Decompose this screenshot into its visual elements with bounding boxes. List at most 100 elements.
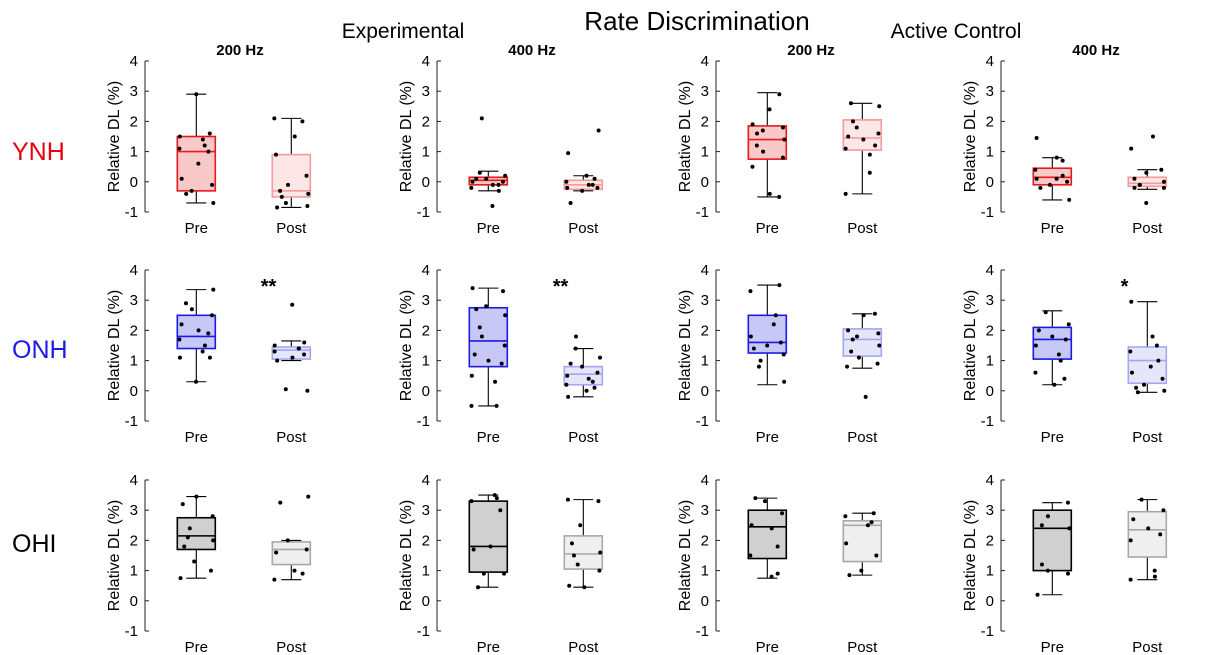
data-point bbox=[1158, 532, 1163, 537]
data-point bbox=[302, 340, 307, 345]
data-point bbox=[582, 585, 587, 590]
y-tick-label: -1 bbox=[981, 204, 994, 221]
data-point bbox=[777, 283, 782, 288]
data-point bbox=[1050, 334, 1055, 339]
y-tick-label: 4 bbox=[422, 262, 430, 279]
data-point bbox=[302, 352, 307, 357]
y-tick-label: 4 bbox=[701, 472, 709, 489]
iqr-box bbox=[271, 541, 312, 566]
row-label-onh: ONH bbox=[12, 336, 68, 364]
data-point bbox=[1065, 500, 1070, 505]
data-point bbox=[470, 286, 475, 291]
data-point bbox=[750, 164, 755, 169]
panel-grid: -1 0 1 2 3 4 Relative DL (%) 200 Hz Pre Post -1 0 1 2… bbox=[106, 42, 1168, 655]
data-point bbox=[1034, 176, 1039, 181]
data-point bbox=[758, 358, 763, 363]
data-point bbox=[189, 188, 194, 193]
y-axis-label: Relative DL (%) bbox=[106, 81, 123, 192]
data-point bbox=[177, 337, 182, 342]
y-tick-label: 1 bbox=[701, 144, 709, 161]
y-axis-label: Relative DL (%) bbox=[677, 500, 694, 611]
data-point bbox=[1144, 170, 1149, 175]
data-point bbox=[578, 523, 583, 528]
data-point bbox=[856, 355, 861, 360]
data-point bbox=[490, 182, 495, 187]
data-point bbox=[586, 182, 591, 187]
box-post bbox=[563, 334, 604, 399]
data-point bbox=[781, 352, 786, 357]
panel-title: 400 Hz bbox=[508, 42, 556, 59]
data-point bbox=[496, 182, 501, 187]
y-tick-label: 2 bbox=[986, 113, 994, 130]
data-point bbox=[207, 355, 212, 360]
panel-onh-3: -1 0 1 2 3 4 Relative DL (%) Pre Post bbox=[677, 262, 883, 446]
data-point bbox=[754, 143, 759, 148]
data-point bbox=[306, 494, 311, 499]
y-tick-label: 0 bbox=[986, 593, 994, 610]
data-point bbox=[1128, 577, 1133, 582]
data-point bbox=[498, 508, 503, 513]
panel-onh-1: -1 0 1 2 3 4 Relative DL (%) Pre Post ** bbox=[106, 262, 312, 446]
data-point bbox=[848, 101, 853, 106]
data-point bbox=[210, 182, 215, 187]
data-point bbox=[748, 334, 753, 339]
y-tick-label: 1 bbox=[130, 563, 138, 580]
data-point bbox=[596, 128, 601, 133]
data-point bbox=[863, 394, 868, 399]
data-point bbox=[500, 179, 505, 184]
data-point bbox=[290, 302, 295, 307]
data-point bbox=[211, 200, 216, 205]
box-pre bbox=[176, 92, 217, 205]
data-point bbox=[292, 134, 297, 139]
y-tick-label: 3 bbox=[701, 83, 709, 100]
box-post bbox=[842, 101, 883, 196]
data-point bbox=[272, 349, 277, 354]
y-tick-label: 0 bbox=[701, 593, 709, 610]
data-point bbox=[492, 493, 497, 498]
y-axis-label: Relative DL (%) bbox=[398, 290, 415, 401]
y-tick-label: 1 bbox=[701, 563, 709, 580]
data-point bbox=[496, 188, 501, 193]
data-point bbox=[1144, 200, 1149, 205]
data-point bbox=[1033, 370, 1038, 375]
data-point bbox=[200, 137, 205, 142]
y-tick-label: 0 bbox=[130, 174, 138, 191]
data-point bbox=[565, 185, 570, 190]
panel-ynh-1: -1 0 1 2 3 4 Relative DL (%) 200 Hz Pre Post bbox=[106, 42, 312, 237]
y-tick-label: 3 bbox=[701, 502, 709, 519]
data-point bbox=[202, 143, 207, 148]
y-tick-label: -1 bbox=[696, 413, 709, 430]
box-pre bbox=[1032, 500, 1073, 597]
box-post bbox=[271, 302, 312, 393]
data-point bbox=[1054, 155, 1059, 160]
y-tick-label: 0 bbox=[986, 383, 994, 400]
data-point bbox=[580, 364, 585, 369]
data-point bbox=[477, 325, 482, 330]
data-point bbox=[194, 92, 199, 97]
box-pre bbox=[747, 283, 788, 386]
data-point bbox=[580, 188, 585, 193]
data-point bbox=[1039, 523, 1044, 528]
data-point bbox=[564, 179, 569, 184]
x-tick-label: Pre bbox=[756, 639, 779, 655]
data-point bbox=[595, 185, 600, 190]
data-point bbox=[286, 182, 291, 187]
x-tick-label: Post bbox=[1132, 639, 1163, 655]
box-post bbox=[1127, 299, 1168, 395]
data-point bbox=[877, 343, 882, 348]
panel-onh-4: -1 0 1 2 3 4 Relative DL (%) Pre Post * bbox=[962, 262, 1168, 446]
y-tick-label: 0 bbox=[701, 174, 709, 191]
box-pre bbox=[1032, 310, 1073, 387]
data-point bbox=[499, 361, 504, 366]
data-point bbox=[477, 170, 482, 175]
data-point bbox=[502, 343, 507, 348]
data-point bbox=[1043, 310, 1048, 315]
y-tick-label: 3 bbox=[701, 292, 709, 309]
box-pre bbox=[176, 494, 217, 581]
data-point bbox=[1038, 185, 1043, 190]
y-tick-label: 0 bbox=[130, 593, 138, 610]
data-point bbox=[278, 188, 283, 193]
iqr-box bbox=[468, 500, 509, 573]
y-tick-label: 2 bbox=[701, 113, 709, 130]
y-tick-label: 2 bbox=[130, 113, 138, 130]
